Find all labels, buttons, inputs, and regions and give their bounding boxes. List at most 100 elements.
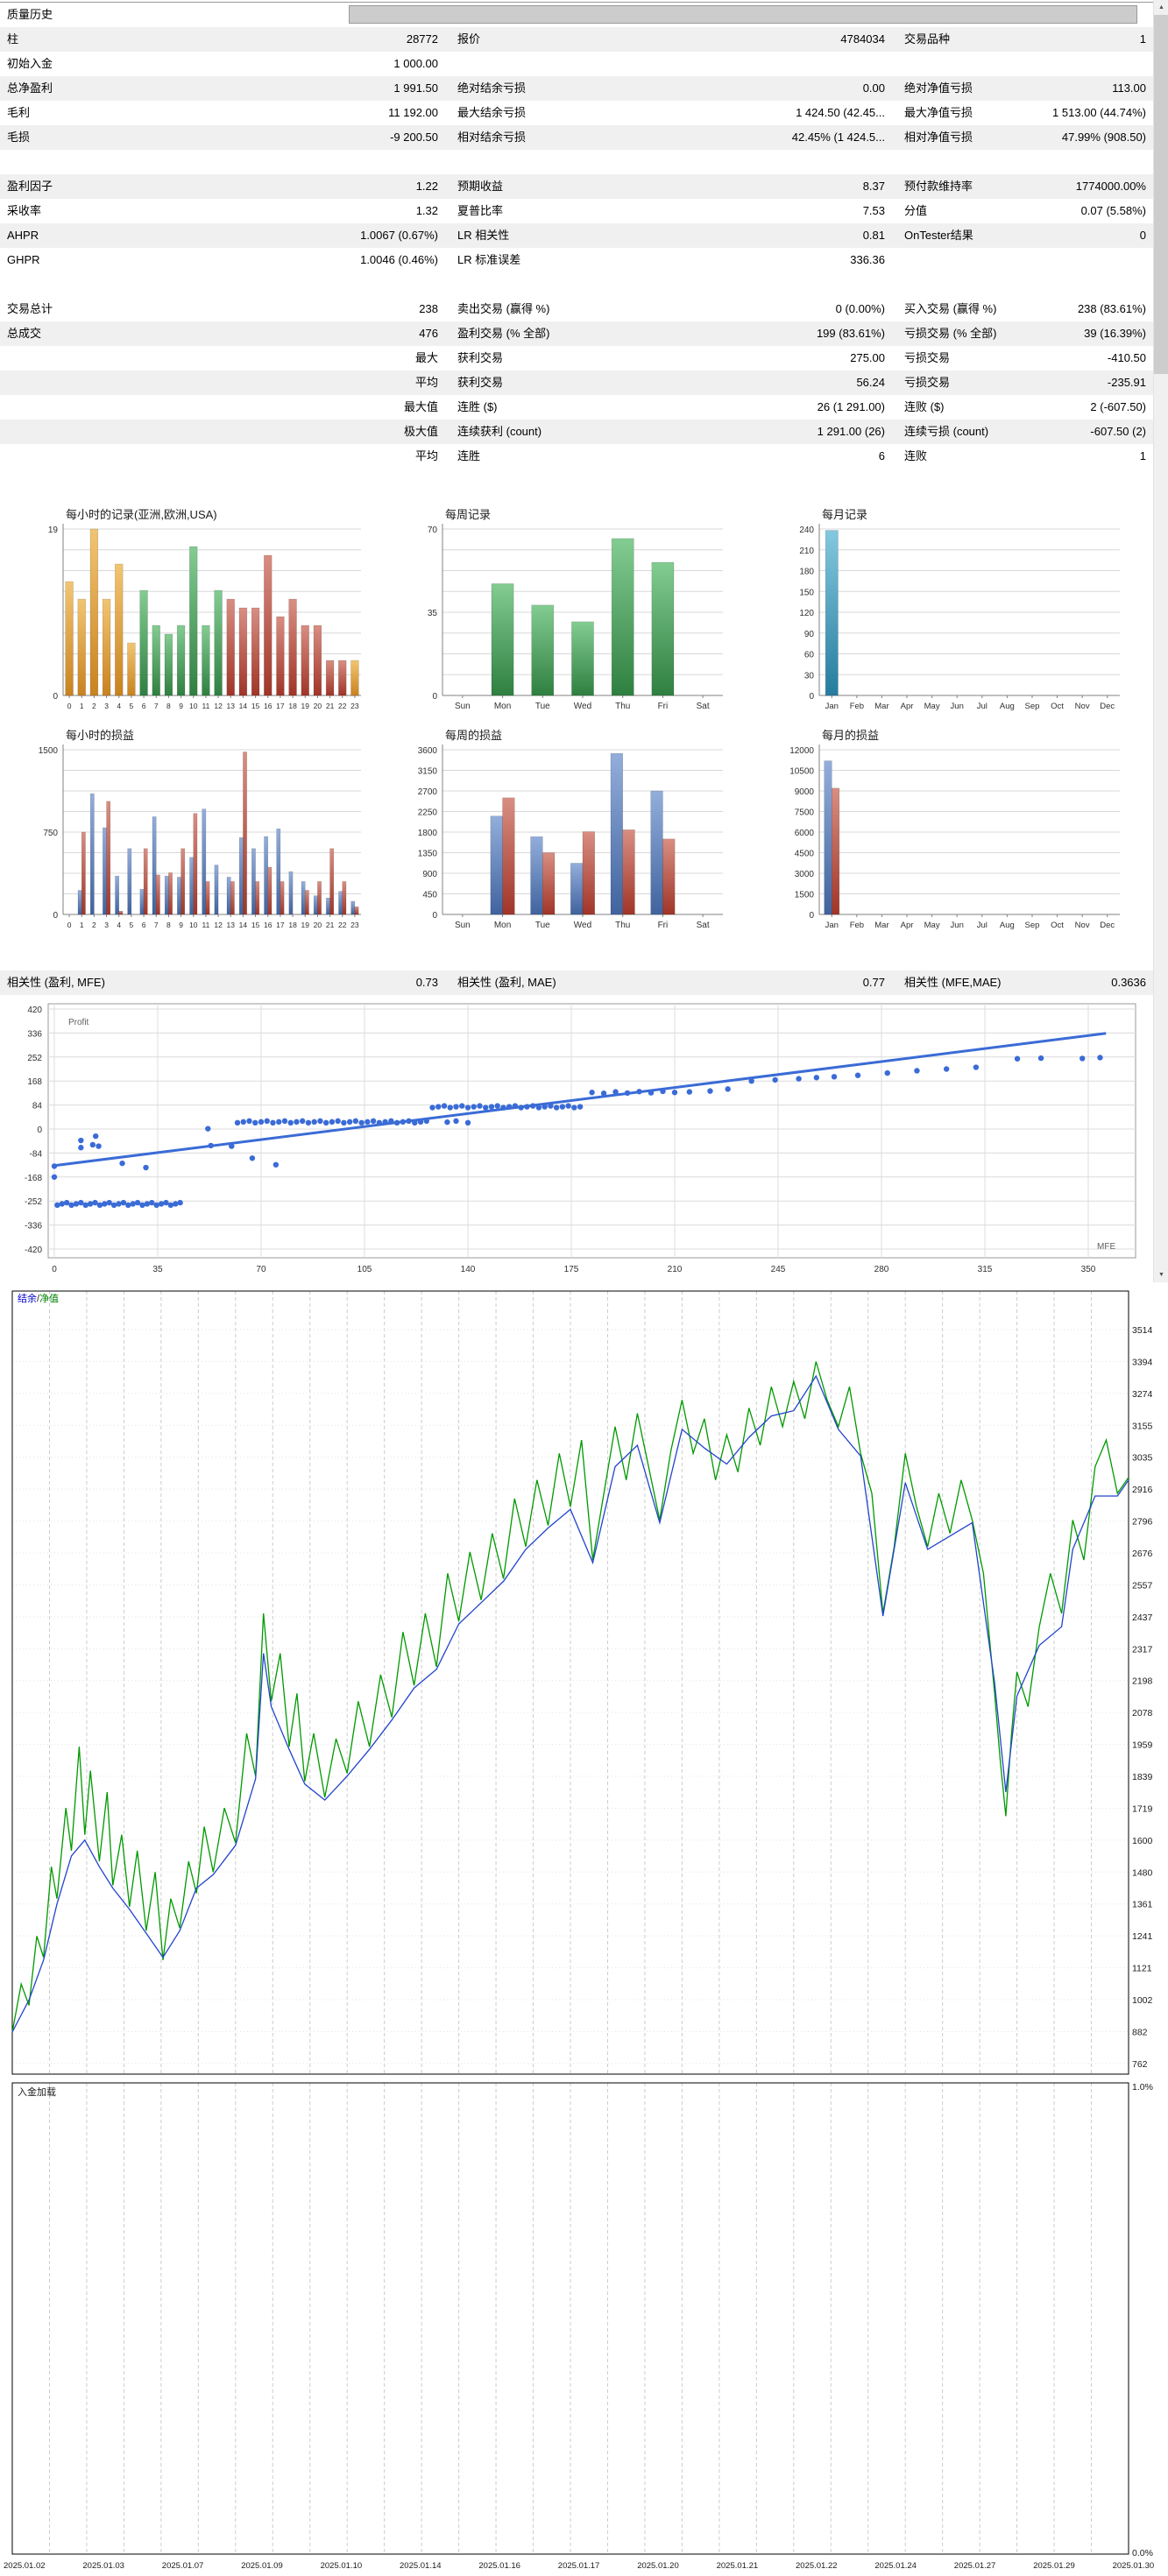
- stat-label: GHPR: [7, 253, 40, 266]
- scrollbar-thumb[interactable]: [1154, 15, 1168, 374]
- y-tick-label: 7500: [795, 808, 815, 818]
- correlation-row: 相关性 (盈利, MFE) 0.73 相关性 (盈利, MAE) 0.77 相关性 (M…: [0, 970, 1153, 995]
- scatter-point: [393, 1119, 400, 1126]
- scatter-point: [707, 1088, 713, 1094]
- bar: [168, 872, 173, 915]
- scroll-up-button[interactable]: ▲: [1154, 0, 1168, 15]
- bar: [571, 621, 594, 696]
- mfe-profit-scatter: 0 35 70 105 140 175 210 245 280 315 350 420 336 252 16…: [25, 1003, 1136, 1274]
- stat-value: 1: [1139, 449, 1146, 462]
- bar: [288, 598, 297, 696]
- price-axis-label: 1361: [1132, 1900, 1153, 1910]
- y-tick-label: -252: [25, 1197, 42, 1207]
- scroll-down-button[interactable]: ▼: [1154, 1267, 1168, 1282]
- scatter-point: [249, 1155, 256, 1161]
- bar: [264, 836, 268, 915]
- x-tick-label: 1: [80, 702, 84, 710]
- price-axis-label: 1959: [1132, 1740, 1153, 1751]
- x-tick-label: 15: [251, 702, 260, 710]
- x-tick-label: Mar: [874, 921, 888, 930]
- y-tick-label: -336: [25, 1222, 42, 1232]
- scatter-point: [441, 1103, 448, 1109]
- scatter-point: [120, 1199, 127, 1206]
- x-tick-label: 9: [179, 702, 183, 710]
- stat-label: 连胜 ($): [457, 400, 498, 413]
- bar: [264, 554, 273, 696]
- vertical-scrollbar[interactable]: ▲ ▼: [1153, 0, 1168, 1282]
- stat-label: [7, 371, 217, 395]
- y-tick-label: 240: [799, 526, 814, 535]
- x-tick-label: 4: [117, 702, 121, 710]
- stat-value: -607.50 (2): [1090, 425, 1146, 438]
- x-tick-label: 140: [461, 1265, 476, 1274]
- scatter-point: [258, 1119, 265, 1126]
- bar: [313, 895, 318, 915]
- scatter-point: [725, 1086, 731, 1092]
- y-tick-label: 420: [27, 1006, 42, 1015]
- stat-value: 0.00: [862, 81, 885, 95]
- date-axis-label: 2025.01.22: [796, 2561, 838, 2571]
- stat-label: 连胜: [457, 449, 481, 462]
- scatter-point: [648, 1090, 655, 1096]
- y-tick-label: 150: [799, 588, 814, 597]
- stat-value: [1036, 248, 1146, 272]
- scatter-point: [134, 1199, 141, 1206]
- stat-value: 最大值: [403, 400, 438, 413]
- x-tick-label: Sat: [697, 702, 710, 711]
- y-tick-label: 2700: [418, 787, 438, 797]
- price-axis-label: 762: [1132, 2059, 1148, 2070]
- date-axis-label: 2025.01.16: [478, 2561, 520, 2571]
- x-tick-label: 2: [92, 921, 96, 929]
- x-tick-label: 20: [314, 921, 322, 929]
- scatter-point: [270, 1119, 276, 1126]
- price-axis-label: 1480: [1132, 1867, 1153, 1878]
- x-tick-label: Sep: [1025, 921, 1040, 930]
- bar: [288, 871, 294, 915]
- x-tick-label: 245: [771, 1265, 786, 1274]
- bar: [164, 633, 173, 696]
- table-gap: [0, 272, 1153, 297]
- bar: [251, 848, 256, 915]
- bar: [570, 863, 584, 915]
- date-axis-label: 2025.01.14: [400, 2561, 442, 2571]
- scatter-point: [365, 1119, 371, 1126]
- scatter-point: [59, 1201, 65, 1207]
- stat-value: 336.36: [850, 253, 885, 266]
- stat-row: 最大值 连胜 ($) 26 (1 291.00) 连败 ($) 2 (-607.50): [0, 395, 1153, 420]
- scatter-point: [246, 1118, 252, 1125]
- y-tick-label: 12000: [789, 746, 814, 756]
- x-tick-label: 19: [301, 921, 310, 929]
- stat-value: 极大值: [403, 425, 438, 438]
- bar: [77, 890, 82, 915]
- scatter-point: [612, 1089, 619, 1095]
- x-tick-label: 9: [179, 921, 183, 929]
- y-tick-label: 70: [428, 526, 438, 535]
- date-axis-label: 2025.01.10: [321, 2561, 363, 2571]
- y-tick-label: 0: [809, 692, 814, 702]
- x-tick-label: 20: [314, 702, 322, 710]
- stat-label: 获利交易: [457, 376, 504, 389]
- scatter-point: [854, 1072, 861, 1078]
- scatter-point: [671, 1090, 678, 1096]
- x-tick-label: Fri: [658, 921, 669, 930]
- stat-value: [1036, 52, 1146, 76]
- y-tick-label: 0: [37, 1126, 42, 1135]
- bar: [214, 865, 219, 915]
- stat-row: AHPR 1.0067 (0.67%) LR 相关性 0.81 OnTester结果 0: [0, 223, 1153, 248]
- x-tick-label: Apr: [901, 702, 914, 711]
- x-tick-label: 16: [264, 921, 273, 929]
- scatter-point: [167, 1202, 174, 1209]
- scatter-point: [273, 1161, 280, 1168]
- stat-value: 56.24: [856, 376, 885, 389]
- bar: [542, 852, 556, 915]
- scatter-point: [329, 1119, 336, 1126]
- scatter-point: [87, 1201, 94, 1207]
- scatter-point: [208, 1142, 214, 1149]
- x-tick-label: 3: [104, 702, 109, 710]
- scatter-point: [305, 1119, 312, 1126]
- bar: [610, 752, 623, 915]
- x-tick-label: 0: [52, 1265, 57, 1274]
- scatter-point: [287, 1119, 294, 1126]
- x-tick-label: Thu: [615, 702, 630, 711]
